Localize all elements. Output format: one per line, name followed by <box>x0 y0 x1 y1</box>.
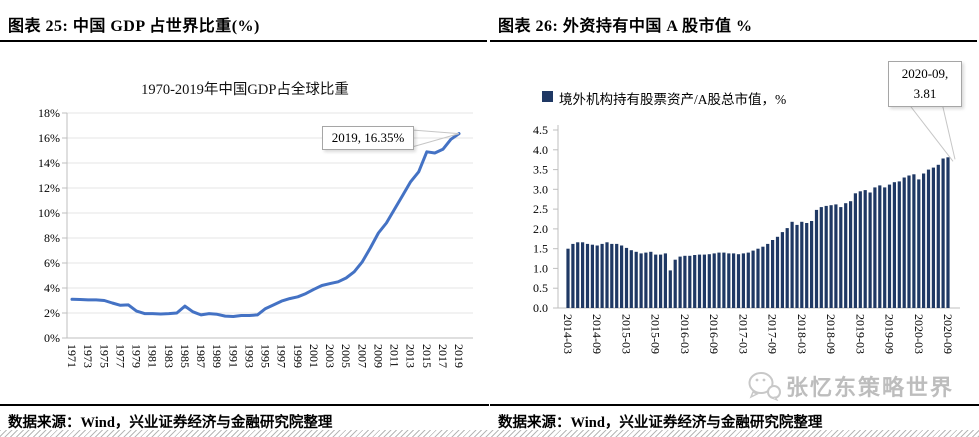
svg-text:2007: 2007 <box>355 344 369 368</box>
svg-text:1981: 1981 <box>146 344 160 368</box>
svg-text:2017: 2017 <box>436 344 450 368</box>
legend-swatch <box>542 91 553 102</box>
svg-text:1991: 1991 <box>226 344 240 368</box>
svg-text:2014-09: 2014-09 <box>590 314 604 354</box>
svg-text:2005: 2005 <box>339 344 353 368</box>
figure26-header: 图表 26: 外资持有中国 A 股市值 % <box>490 12 977 42</box>
svg-text:4%: 4% <box>44 281 60 295</box>
svg-text:2013: 2013 <box>404 344 418 368</box>
svg-text:2009: 2009 <box>371 344 385 368</box>
bar-2020-09-annotation: 2020-09, 3.81 <box>888 61 962 107</box>
svg-text:2017-03: 2017-03 <box>736 314 750 354</box>
svg-text:1993: 1993 <box>242 344 256 368</box>
svg-text:3.5: 3.5 <box>533 163 548 177</box>
svg-text:2019: 2019 <box>452 344 466 368</box>
svg-text:1985: 1985 <box>178 344 192 368</box>
svg-text:2014-03: 2014-03 <box>561 314 575 354</box>
svg-text:1971: 1971 <box>65 344 79 368</box>
bottom-stripe-decoration <box>0 430 979 437</box>
svg-text:18%: 18% <box>38 106 60 120</box>
legend-label: 境外机构持有股票资产/A股总市值，% <box>559 92 787 107</box>
svg-text:2017-09: 2017-09 <box>766 314 780 354</box>
svg-text:12%: 12% <box>38 181 60 195</box>
annotation-date: 2020-09, <box>901 66 949 81</box>
figure25-panel: 图表 25: 中国 GDP 占世界比重(%) 0% 2% 4% 6% 8% 10% 12% 1… <box>0 0 489 437</box>
figure25-header: 图表 25: 中国 GDP 占世界比重(%) <box>0 12 487 42</box>
annotation-value: 3.81 <box>913 86 937 101</box>
svg-text:2015: 2015 <box>420 344 434 368</box>
chart1-title: 1970-2019年中国GDP占全球比重 <box>141 82 349 98</box>
svg-text:16%: 16% <box>38 131 60 145</box>
svg-text:1.5: 1.5 <box>533 242 548 256</box>
svg-text:6%: 6% <box>44 256 60 270</box>
svg-text:4.5: 4.5 <box>533 123 548 137</box>
svg-text:8%: 8% <box>44 231 60 245</box>
svg-text:2015-03: 2015-03 <box>620 314 634 354</box>
svg-text:1975: 1975 <box>97 344 111 368</box>
wechat-icon <box>748 372 781 401</box>
gdp-2019-annotation: 2019, 16.35% <box>322 126 414 150</box>
figure26-panel: 图表 26: 外资持有中国 A 股市值 % 境外机构持有股票资产/A股总市值，%… <box>490 0 979 437</box>
svg-text:2018-09: 2018-09 <box>824 314 838 354</box>
watermark: 张忆东策略世界 <box>748 370 954 402</box>
svg-text:2016-03: 2016-03 <box>678 314 692 354</box>
svg-text:1.0: 1.0 <box>533 261 548 275</box>
svg-text:0.5: 0.5 <box>533 281 548 295</box>
svg-text:1989: 1989 <box>210 344 224 368</box>
svg-text:2011: 2011 <box>388 344 402 368</box>
svg-text:0.0: 0.0 <box>533 301 548 315</box>
foreign-holdings-legend: 境外机构持有股票资产/A股总市值，% <box>542 88 786 108</box>
svg-text:2%: 2% <box>44 306 60 320</box>
svg-text:3.0: 3.0 <box>533 182 548 196</box>
svg-text:2018-03: 2018-03 <box>795 314 809 354</box>
svg-text:1987: 1987 <box>194 344 208 368</box>
svg-text:10%: 10% <box>38 206 60 220</box>
svg-text:0%: 0% <box>44 331 60 345</box>
figure26-source: 数据来源：Wind，兴业证券经济与金融研究院整理 <box>490 404 979 432</box>
svg-text:1997: 1997 <box>275 344 289 368</box>
svg-text:1999: 1999 <box>291 344 305 368</box>
svg-text:2019-09: 2019-09 <box>883 314 897 354</box>
watermark-label: 张忆东策略世界 <box>786 375 955 400</box>
svg-text:2001: 2001 <box>307 344 321 368</box>
svg-text:14%: 14% <box>38 156 60 170</box>
svg-text:2016-09: 2016-09 <box>707 314 721 354</box>
figure25-source: 数据来源：Wind，兴业证券经济与金融研究院整理 <box>0 404 489 432</box>
svg-text:2003: 2003 <box>323 344 337 368</box>
svg-text:1983: 1983 <box>162 344 176 368</box>
svg-text:2020-03: 2020-03 <box>912 314 926 354</box>
svg-text:2.5: 2.5 <box>533 202 548 216</box>
svg-text:2.0: 2.0 <box>533 222 548 236</box>
gdp-share-line-chart: 0%2%4%6%8%10%12%14%16%18%1971 1973 1975 197… <box>38 106 473 368</box>
svg-text:1995: 1995 <box>259 344 273 368</box>
svg-text:4.0: 4.0 <box>533 143 548 157</box>
svg-text:1973: 1973 <box>81 344 95 368</box>
svg-text:2020-09: 2020-09 <box>941 314 955 354</box>
svg-text:2019-03: 2019-03 <box>853 314 867 354</box>
svg-text:1977: 1977 <box>113 344 127 368</box>
svg-text:1979: 1979 <box>130 344 144 368</box>
foreign-holdings-bar-chart: 0.0 0.5 1.0 1.5 2.0 2.5 3.0 3.5 4.0 4.5 2014-03 201… <box>533 102 960 354</box>
svg-text:2015-09: 2015-09 <box>649 314 663 354</box>
